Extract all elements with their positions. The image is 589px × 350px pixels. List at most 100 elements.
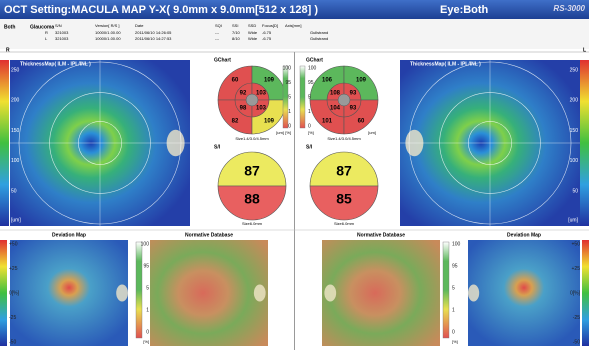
scale-label: 95 [143, 263, 149, 269]
info-cell: 2011/06/10 14:27:53 [135, 36, 172, 41]
sector-value: 60 [232, 78, 239, 84]
normative-legend [442, 241, 450, 339]
scale-label: 0[%] [570, 290, 581, 296]
scale-label: 50 [572, 188, 578, 194]
optic-disc [324, 284, 337, 302]
gchart-title: GChart [306, 57, 323, 63]
info-cell: Gullstrand [310, 30, 328, 35]
info-cell: Wide [248, 36, 258, 41]
scale-label: 0 [452, 329, 455, 335]
si-inferior [309, 185, 379, 221]
sector-value: 92 [240, 91, 247, 97]
unit: [%] [143, 339, 149, 344]
scale-label: 5 [288, 94, 291, 100]
eye-label: Eye:Both [440, 4, 489, 16]
info-strip [0, 19, 589, 49]
sector-value: 109 [264, 119, 275, 125]
info-column: S/N [55, 23, 62, 28]
scan-image [150, 240, 268, 346]
si-value: 88 [244, 191, 260, 207]
info-column: Date [135, 23, 144, 28]
scale-label: 200 [570, 98, 579, 104]
unit: [um] [276, 130, 284, 135]
info-column: Focus[D] [262, 23, 278, 28]
scale-label: 5 [452, 285, 455, 291]
scale-label: 100 [570, 158, 579, 164]
sector-value: 109 [356, 78, 367, 84]
scale-label: -25 [573, 315, 580, 321]
info-column: Axis[mm] [285, 23, 301, 28]
info-cell: --- [215, 36, 220, 41]
info-cell: 10000/1.00.00 [95, 36, 121, 41]
scale-label: 150 [11, 128, 20, 134]
scale-label: +25 [9, 266, 18, 272]
optic-disc [116, 284, 128, 302]
gchart-title: GChart [214, 57, 231, 63]
info-cell: Gullstrand [310, 36, 328, 41]
scale-label: 5 [308, 94, 311, 100]
gchart-legend [299, 65, 306, 129]
unit: [um] [368, 130, 376, 135]
info-cell: 321003 [55, 30, 69, 35]
scale-label: 0 [146, 329, 149, 335]
panel-title: Deviation Map [52, 232, 86, 238]
si-title: S/I [214, 144, 221, 150]
scale-label: -50 [573, 339, 580, 345]
unit: [um] [11, 217, 21, 223]
color-bar [0, 240, 7, 346]
scale-label: -25 [9, 315, 16, 321]
scale-label: 95 [308, 80, 314, 86]
sector-value: 60 [358, 119, 365, 125]
info-cell: Wide [248, 30, 258, 35]
size-label: Size6.0mm [242, 221, 263, 226]
info-cell: 2011/06/10 14:26:05 [135, 30, 172, 35]
scale-label: 1 [452, 307, 455, 313]
si-superior [217, 151, 287, 187]
center [245, 93, 259, 107]
info-cell: -6.75 [262, 30, 272, 35]
sector-value: 103 [256, 106, 267, 112]
info-cell: 321003 [55, 36, 69, 41]
info-cell: --- [215, 30, 220, 35]
scan-image [322, 240, 440, 346]
scale-label: 0[%] [9, 290, 20, 296]
scale-label: 100 [308, 65, 317, 71]
logo: RS-3000 [553, 4, 585, 13]
size-label: Size1.4/3.0/4.5mm [327, 136, 361, 141]
si-value: 85 [336, 191, 352, 207]
map-title: ThicknessMap( ILM - IPL/INL ) [20, 61, 91, 67]
info-cell: R [45, 30, 48, 35]
sector-value: 106 [322, 78, 333, 84]
info-cell: L [45, 36, 48, 41]
info-column: SSD [248, 23, 256, 28]
sector-value: 103 [256, 91, 267, 97]
scale-label: 250 [11, 67, 20, 73]
scan-image [10, 240, 128, 346]
normative-legend [135, 241, 143, 339]
scale-label: +50 [572, 241, 581, 247]
size-label: Size6.0mm [334, 221, 355, 226]
sector-value: 101 [322, 119, 333, 125]
scale-label: 95 [285, 80, 291, 86]
scale-label: +25 [572, 266, 581, 272]
optic-disc [253, 284, 266, 302]
si-value: 87 [244, 163, 260, 179]
side-label: L [583, 47, 586, 53]
scale-label: 200 [11, 98, 20, 104]
info-column: Version[ R/S ] [95, 23, 119, 28]
scale-label: 1 [288, 109, 291, 115]
panel-title: Normative Database [185, 232, 233, 238]
info-cell: 7/10 [232, 30, 241, 35]
gchart-legend [282, 65, 289, 129]
map-title: ThicknessMap( ILM - IPL/INL ) [410, 61, 481, 67]
si-superior [309, 151, 379, 187]
unit: [%] [452, 339, 458, 344]
sector-value: 93 [350, 91, 357, 97]
panel-title: Normative Database [357, 232, 405, 238]
unit: [%] [308, 130, 314, 135]
scale-label: 0 [288, 123, 291, 129]
optic-disc [468, 284, 480, 302]
scale-label: -50 [9, 339, 16, 345]
sector-value: 98 [240, 106, 247, 112]
